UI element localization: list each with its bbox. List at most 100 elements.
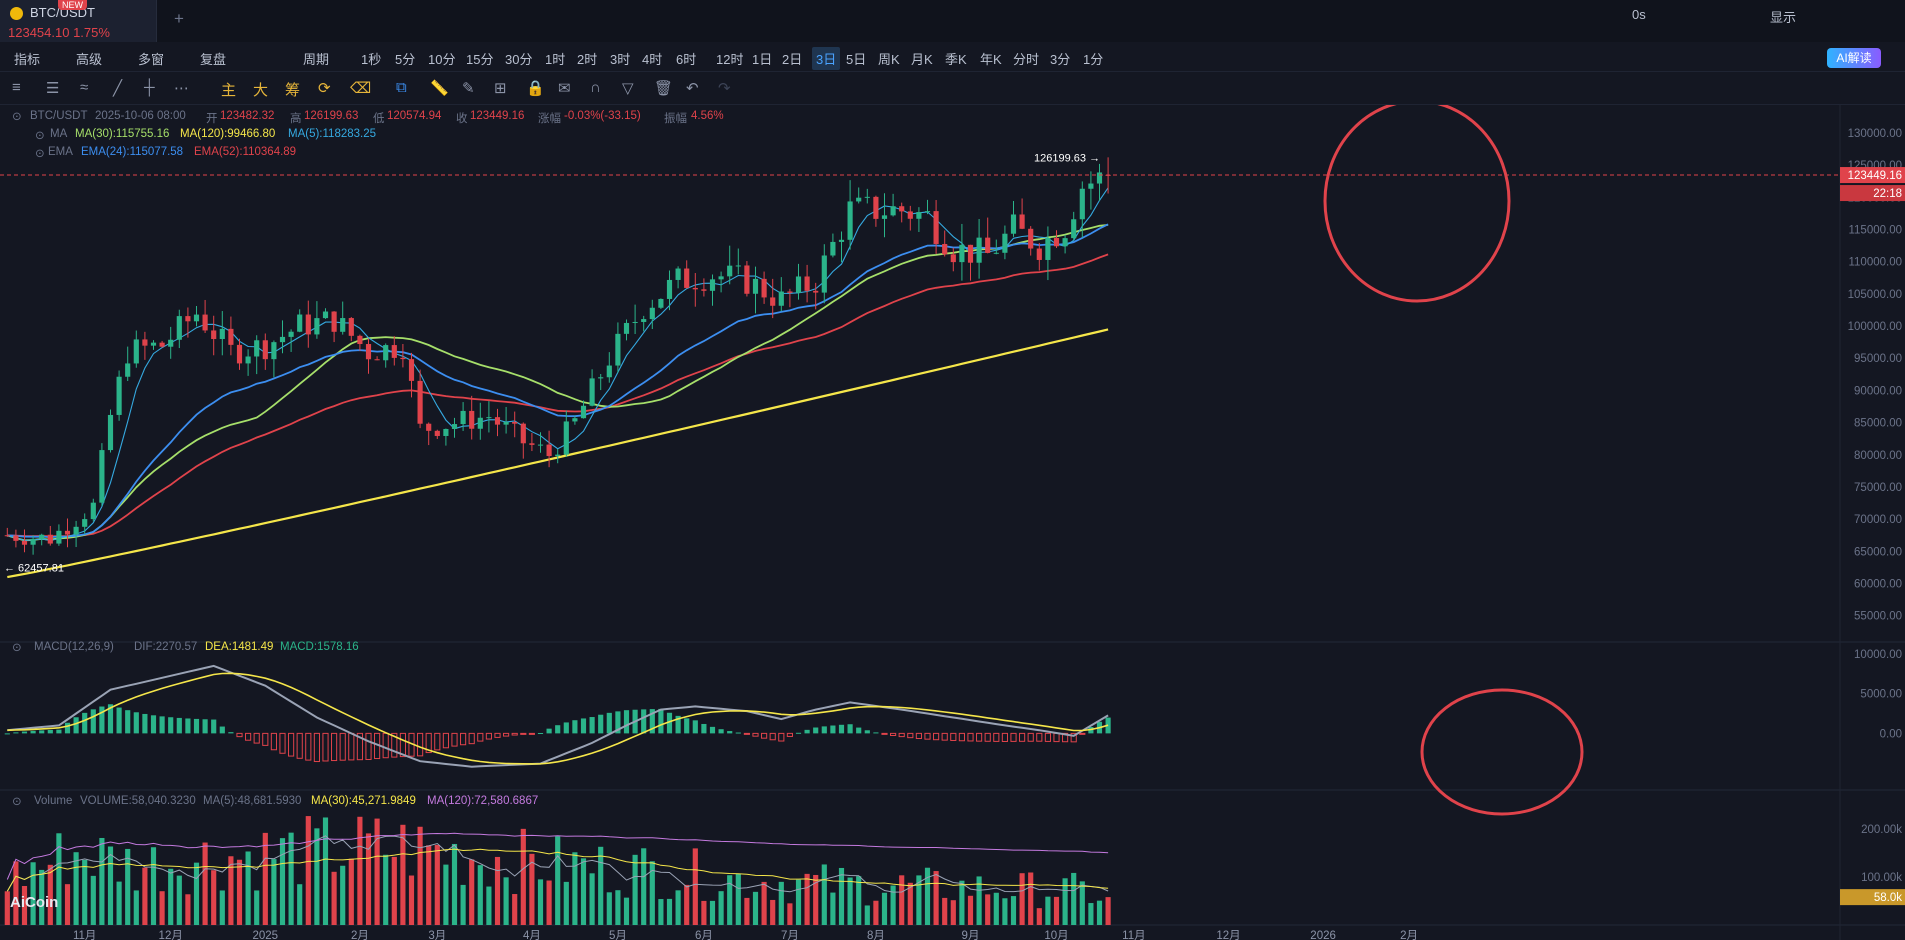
- refresh-icon[interactable]: ⟳: [318, 80, 331, 97]
- volume-bar: [933, 871, 939, 925]
- toolbar-item-15[interactable]: 6时: [676, 52, 697, 67]
- legend-eye-icon[interactable]: ⊙: [12, 111, 22, 123]
- toolbar-item-0[interactable]: 指标: [14, 52, 41, 67]
- price-chart[interactable]: 130000.00125000.00120000.00115000.001100…: [0, 105, 1905, 940]
- toolbar-item-17[interactable]: 1日: [752, 52, 773, 67]
- ruler-icon[interactable]: 📏: [430, 80, 449, 97]
- legend-vol-label: Volume: [34, 795, 73, 807]
- legend-open: 123482.32: [220, 110, 275, 122]
- lock-icon[interactable]: 🔒: [526, 80, 545, 97]
- volume-bar: [1105, 897, 1111, 925]
- macd-eye-icon[interactable]: ⊙: [12, 642, 22, 654]
- copy-icon[interactable]: ⧉: [396, 79, 407, 96]
- volume-eye-icon[interactable]: ⊙: [12, 796, 22, 808]
- macd-bar: [39, 730, 45, 734]
- volume-bar: [357, 816, 363, 925]
- main-chart-button[interactable]: 主: [221, 82, 237, 99]
- macd-bar: [786, 732, 793, 737]
- eraser-icon[interactable]: ⌫: [350, 80, 372, 97]
- more-icon[interactable]: ⋯: [174, 80, 189, 97]
- macd-bar: [692, 720, 698, 734]
- volume-bar: [873, 900, 879, 925]
- toolbar-item-16[interactable]: 12时: [716, 52, 744, 67]
- toolbar-item-12[interactable]: 2时: [577, 52, 598, 67]
- brush-icon[interactable]: ✎: [462, 80, 475, 97]
- toolbar-item-6[interactable]: 1秒: [361, 52, 382, 67]
- hline-icon[interactable]: ┼: [144, 79, 155, 96]
- display-button[interactable]: 显示: [1770, 10, 1797, 25]
- volume-bar: [21, 885, 28, 925]
- candle-body: [692, 287, 698, 290]
- price-tick-label: 65000.00: [1854, 546, 1902, 558]
- volume-bar: [391, 856, 397, 925]
- toolbar-item-20[interactable]: 5日: [846, 52, 867, 67]
- list-icon[interactable]: ☰: [46, 80, 60, 97]
- macd-bar: [641, 709, 647, 734]
- candle-body: [752, 278, 759, 294]
- volume-bar: [709, 900, 716, 925]
- filter-icon[interactable]: ▽: [622, 80, 634, 97]
- toolbar-item-21[interactable]: 周K: [878, 52, 900, 67]
- toolbar-item-25[interactable]: 分时: [1013, 52, 1040, 67]
- hamburger-icon[interactable]: ≡: [12, 79, 21, 96]
- toolbar-item-27[interactable]: 1分: [1083, 52, 1104, 67]
- toolbar-item-14[interactable]: 4时: [642, 52, 663, 67]
- new-badge: NEW: [58, 0, 87, 10]
- ai-analysis-button[interactable]: AI解读: [1827, 48, 1881, 68]
- candle-body: [443, 428, 449, 436]
- toolbar-item-13[interactable]: 3时: [610, 52, 631, 67]
- toolbar-item-3[interactable]: 复盘: [200, 52, 227, 67]
- candle-body: [787, 291, 793, 293]
- macd-bar: [649, 709, 655, 734]
- undo-icon[interactable]: ↶: [686, 80, 699, 97]
- chips-button[interactable]: 筹: [285, 82, 301, 99]
- toolbar-item-11[interactable]: 1时: [545, 52, 566, 67]
- volume-bar: [297, 884, 303, 925]
- macd-bar: [1019, 732, 1026, 742]
- volume-bar: [1045, 896, 1051, 925]
- last-price-tag-bg: [1840, 167, 1905, 184]
- pattern-icon[interactable]: ⊞: [494, 80, 507, 97]
- toolbar-item-26[interactable]: 3分: [1050, 52, 1071, 67]
- wave-icon[interactable]: ≈: [80, 79, 89, 96]
- candle-body: [434, 430, 440, 436]
- toolbar-item-5[interactable]: 周期: [303, 52, 330, 67]
- toolbar-item-2[interactable]: 多窗: [138, 52, 165, 67]
- ma-bell-icon[interactable]: ⊙: [35, 130, 45, 142]
- volume-bar: [73, 852, 79, 925]
- ema-bell-icon[interactable]: ⊙: [35, 148, 45, 160]
- toolbar-item-24[interactable]: 年K: [980, 52, 1002, 67]
- toolbar-item-18[interactable]: 2日: [782, 52, 803, 67]
- candle-body: [847, 201, 853, 240]
- toolbar-item-8[interactable]: 10分: [428, 52, 456, 67]
- big-order-button[interactable]: 大: [253, 82, 269, 99]
- candle-body: [503, 422, 509, 425]
- candle-body: [744, 265, 750, 294]
- legend-ema24: EMA(24):115077.58: [81, 146, 184, 158]
- volume-bar: [383, 854, 389, 925]
- trendline-icon[interactable]: ╱: [113, 80, 123, 97]
- toolbar-item-1[interactable]: 高级: [76, 52, 103, 67]
- toolbar-item-7[interactable]: 5分: [395, 52, 416, 67]
- toolbar-item-10[interactable]: 30分: [505, 52, 533, 67]
- toolbar-item-19[interactable]: 3日: [812, 47, 841, 70]
- price-tick-label: 75000.00: [1854, 482, 1902, 494]
- time-tick-label: 2月: [351, 930, 369, 940]
- toolbar-item-22[interactable]: 月K: [911, 52, 933, 67]
- candle-body: [494, 417, 501, 425]
- toolbar-item-9[interactable]: 15分: [466, 52, 494, 67]
- volume-bar: [90, 875, 96, 925]
- trash-icon[interactable]: 🗑: [654, 80, 674, 97]
- candle-body: [804, 276, 810, 291]
- macd-bar: [133, 712, 139, 734]
- volume-bar: [606, 892, 612, 925]
- redo-icon[interactable]: ↷: [718, 80, 731, 97]
- magnet-icon[interactable]: ∩: [590, 79, 601, 96]
- candle-body: [1088, 183, 1094, 189]
- candle-body: [202, 314, 208, 331]
- toolbar-item-23[interactable]: 季K: [945, 52, 967, 67]
- note-icon[interactable]: ✉: [558, 80, 571, 97]
- tab-btc-usdt[interactable]: BTC/USDT 123454.10 1.75% NEW: [0, 0, 157, 42]
- add-tab-button[interactable]: +: [174, 9, 184, 28]
- candle-body: [73, 526, 79, 535]
